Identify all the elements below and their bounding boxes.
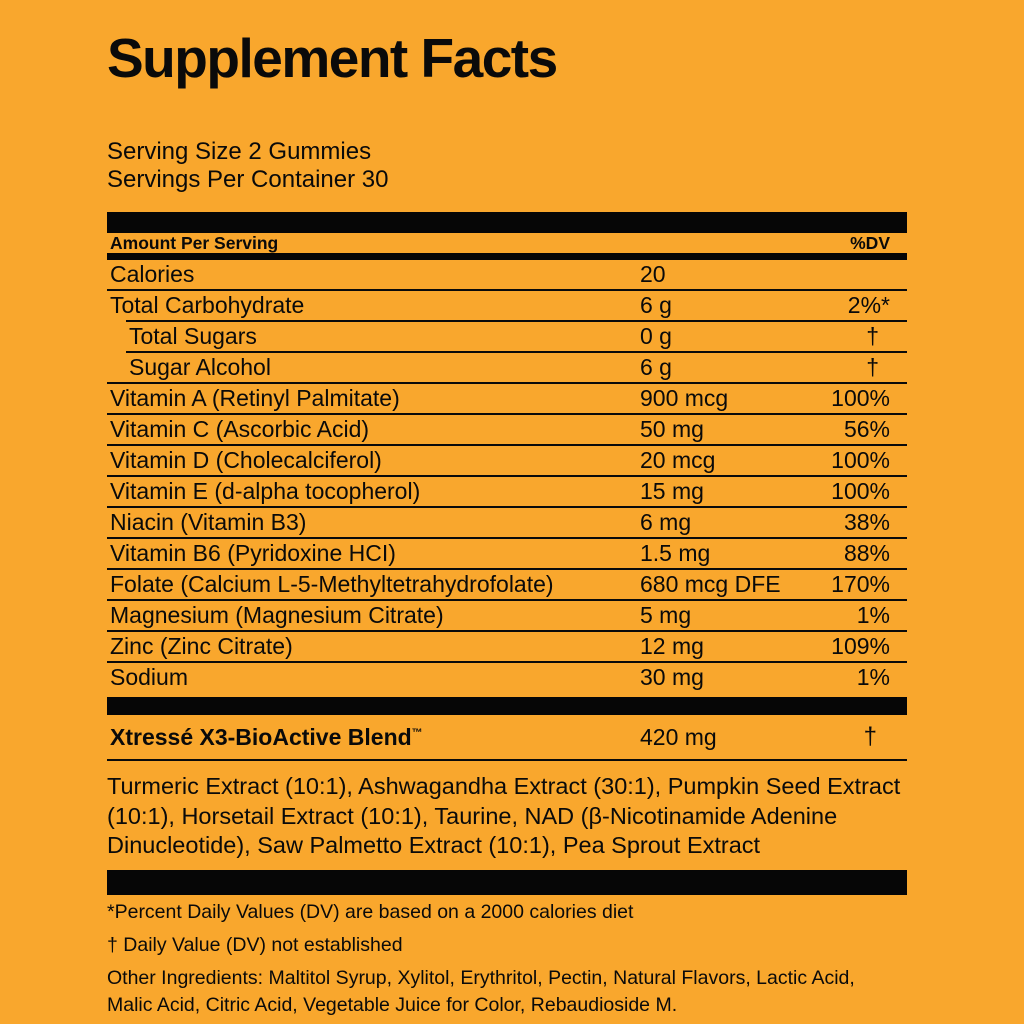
nutrient-dv: 38% [843,509,890,535]
table-row: Total Sugars 0 g † [126,320,907,351]
nutrient-name: Calories [110,261,195,287]
table-row: Sugar Alcohol 6 g † [126,351,907,382]
table-row: Magnesium (Magnesium Citrate) 5 mg 1% [107,599,907,630]
footnote-other-ingredients: Other Ingredients: Maltitol Syrup, Xylit… [107,966,855,1016]
nutrient-amount: 20 [640,261,666,287]
nutrient-amount: 6 g [640,292,672,318]
nutrient-name: Sugar Alcohol [129,354,271,380]
serving-info: Serving Size 2 Gummies Servings Per Cont… [107,138,907,194]
nutrient-dv: 1% [856,602,890,628]
header-amount-per-serving: Amount Per Serving [110,232,279,253]
table-row: Folate (Calcium L-5-Methyltetrahydrofola… [107,568,907,599]
nutrient-amount: 12 mg [640,633,704,659]
nutrient-amount: 0 g [640,323,672,349]
table-row: Sodium 30 mg 1% [107,661,907,692]
table-row: Niacin (Vitamin B3) 6 mg 38% [107,506,907,537]
blend-amount: 420 mg [640,723,717,750]
nutrient-table: Calories 20 Total Carbohydrate 6 g 2%* T… [107,260,907,692]
nutrient-name: Folate (Calcium L-5-Methyltetrahydrofola… [110,571,554,597]
nutrient-name: Vitamin B6 (Pyridoxine HCI) [110,540,396,566]
table-row: Vitamin E (d-alpha tocopherol) 15 mg 100… [107,475,907,506]
supplement-facts-label: Supplement Facts Serving Size 2 Gummies … [107,0,907,1019]
nutrient-name: Total Sugars [129,323,257,349]
nutrient-dv: 109% [831,633,890,659]
nutrient-dv: 100% [831,447,890,473]
nutrient-amount: 1.5 mg [640,540,711,566]
nutrient-amount: 6 mg [640,509,692,535]
page-title: Supplement Facts [107,27,558,89]
footnote-dagger: † Daily Value (DV) not established [107,933,403,956]
trademark-symbol: ™ [411,726,423,739]
nutrient-name: Vitamin C (Ascorbic Acid) [110,416,370,442]
table-row: Total Carbohydrate 6 g 2%* [107,289,907,320]
nutrient-name: Vitamin E (d-alpha tocopherol) [110,478,421,504]
table-row: Vitamin B6 (Pyridoxine HCI) 1.5 mg 88% [107,537,907,568]
blend-ingredients: Turmeric Extract (10:1), Ashwagandha Ext… [107,773,901,858]
nutrient-amount: 30 mg [640,664,704,690]
table-row: Vitamin C (Ascorbic Acid) 50 mg 56% [107,413,907,444]
table-row: Zinc (Zinc Citrate) 12 mg 109% [107,630,907,661]
nutrient-amount: 20 mcg [640,447,716,473]
nutrient-dv: 2%* [847,292,890,318]
nutrient-name: Vitamin D (Cholecalciferol) [110,447,382,473]
nutrient-name: Magnesium (Magnesium Citrate) [110,602,444,628]
nutrient-name: Sodium [110,664,188,690]
table-row: Vitamin D (Cholecalciferol) 20 mcg 100% [107,444,907,475]
footnotes: *Percent Daily Values (DV) are based on … [107,901,907,1019]
blend-dv: † [863,723,877,750]
nutrient-dv: 100% [831,478,890,504]
footnote-daily-values: *Percent Daily Values (DV) are based on … [107,900,634,923]
blend-row: Xtressé X3-BioActive Blend™ 420 mg † [107,715,907,761]
nutrient-dv: † [866,354,879,380]
nutrient-dv: 1% [856,664,890,690]
divider-bar-top [107,212,907,233]
nutrient-name: Vitamin A (Retinyl Palmitate) [110,385,400,411]
nutrient-amount: 15 mg [640,478,704,504]
nutrient-amount: 900 mcg [640,385,729,411]
nutrient-dv: 100% [831,385,890,411]
nutrient-name: Zinc (Zinc Citrate) [110,633,293,659]
nutrient-name: Total Carbohydrate [110,292,305,318]
header-percent-dv: %DV [850,232,890,253]
nutrient-dv: 170% [831,571,890,597]
nutrient-amount: 6 g [640,354,672,380]
table-row: Calories 20 [107,260,907,289]
nutrient-name: Niacin (Vitamin B3) [110,509,307,535]
nutrient-dv: 88% [843,540,890,566]
serving-size: Serving Size 2 Gummies [107,138,372,165]
nutrient-dv: 56% [843,416,890,442]
nutrient-amount: 680 mcg DFE [640,571,781,597]
servings-per-container: Servings Per Container 30 [107,166,389,193]
nutrient-amount: 5 mg [640,602,692,628]
divider-bar-header [107,253,907,260]
blend-name: Xtressé X3-BioActive Blend™ [110,723,423,750]
divider-bar-blend [107,697,907,715]
table-row: Vitamin A (Retinyl Palmitate) 900 mcg 10… [107,382,907,413]
table-header: Amount Per Serving %DV [107,233,907,253]
divider-bar-bottom [107,869,907,895]
nutrient-dv: † [866,323,879,349]
nutrient-amount: 50 mg [640,416,704,442]
